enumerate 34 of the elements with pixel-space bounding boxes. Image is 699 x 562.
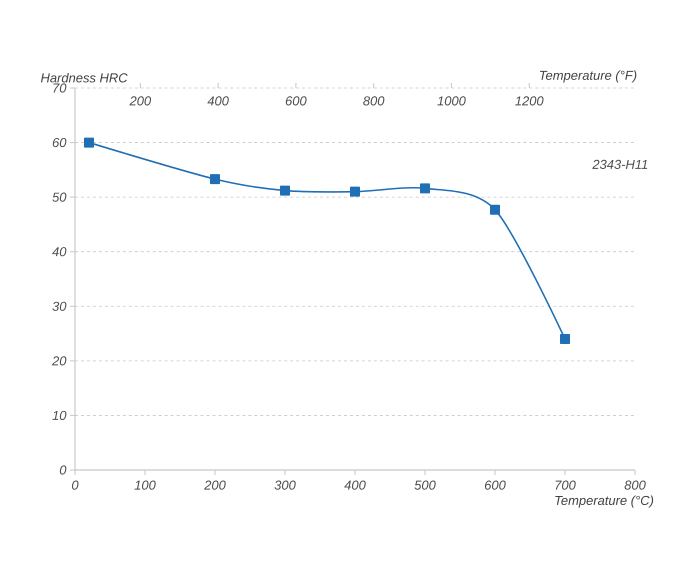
x-tick-label: 800 [624,480,646,490]
y-tick-label: 50 [52,192,66,202]
x2-axis-title: Temperature (°F) [540,70,636,82]
y-tick-label: 60 [52,138,66,148]
y-tick-label: 20 [52,356,66,366]
point [84,138,94,148]
x-tick-label: 600 [484,480,506,490]
x-tick-label: 200 [204,480,226,490]
x-tick-label: 700 [556,480,576,490]
point [420,183,430,194]
point [490,204,500,215]
point [210,174,220,184]
point [350,186,360,197]
y-tick-label: 70 [53,83,66,93]
text: 2343-H11 [592,160,648,169]
x2-tick-label: 200 [129,96,152,106]
x2-tick-label: 1200 [515,96,544,106]
x-tick-label: 400 [344,480,366,490]
x2-tick-label: 600 [286,96,307,106]
y-tick-label: 10 [52,410,66,420]
x-tick-label: 100 [134,480,156,490]
y-tick-label: 40 [52,247,66,256]
x-tick-label: 300 [274,480,296,490]
y-tick-label: 30 [52,302,66,311]
y-axis-title: Hardness HRC [40,72,128,82]
y-tick-label: 0 [60,465,66,475]
x2-tick-label: 1000 [437,96,466,106]
x2-tick-label: 800 [363,96,384,106]
x2-tick-label: 400 [207,96,229,106]
point [280,186,290,196]
x-axis-title: Temperature (°C) [555,496,654,508]
x-tick-label: 0 [72,480,78,490]
x-tick-label: 500 [414,480,436,490]
point [560,334,570,344]
